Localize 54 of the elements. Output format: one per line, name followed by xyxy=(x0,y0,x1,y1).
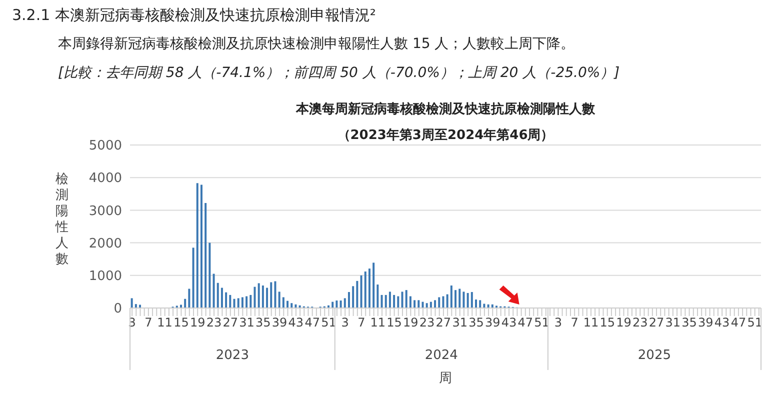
x-tick-label: 7 xyxy=(570,316,578,330)
x-tick-label: 51 xyxy=(534,316,550,330)
x-axis-title: 周 xyxy=(438,370,453,387)
x-tick-label: 39 xyxy=(698,316,714,330)
x-tick-label: 3 xyxy=(341,316,349,330)
x-tick-label: 43 xyxy=(501,316,517,330)
x-tick-label: 51 xyxy=(747,316,762,330)
x-tick-label: 39 xyxy=(484,316,500,330)
y-tick-label: 2000 xyxy=(88,236,122,252)
x-tick-label: 51 xyxy=(321,316,336,330)
x-tick-label: 35 xyxy=(256,316,271,330)
text: [比較：去年同期 58 人（-74.1%）；前四周 50 人（-70.0%）；上周 20 人（-25.0%）] xyxy=(58,64,620,82)
y-tick-label: 0 xyxy=(114,302,122,317)
x-tick-label: 35 xyxy=(682,316,697,330)
x-tick-label: 31 xyxy=(452,316,468,330)
x-tick-label: 19 xyxy=(616,316,632,330)
x-tick-label: 43 xyxy=(288,316,304,330)
x-tick-label: 47 xyxy=(304,316,320,330)
text: 2025 xyxy=(636,348,672,363)
x-tick-label: 27 xyxy=(222,316,238,330)
x-tick-label: 43 xyxy=(714,316,730,330)
x-tick-label: 31 xyxy=(665,316,681,330)
x-tick-label: 15 xyxy=(386,316,402,330)
text: 3.2.1 本澳新冠病毒核酸檢測及快速抗原檢測申報情況² xyxy=(12,6,376,25)
chart-title: 本澳每周新冠病毒核酸檢測及快速抗原檢測陽性人數 xyxy=(294,100,596,118)
text: 2024 xyxy=(424,348,459,363)
x-tick-label: 23 xyxy=(632,316,648,330)
x-tick-label: 35 xyxy=(468,316,484,330)
x-tick-label: 19 xyxy=(190,316,206,330)
x-tick-label: 7 xyxy=(144,316,152,330)
x-tick-label: 27 xyxy=(436,316,452,330)
x-tick-label: 23 xyxy=(419,316,435,330)
x-tick-label: 3 xyxy=(554,316,562,330)
x-tick-label: 39 xyxy=(272,316,288,330)
x-tick-label: 27 xyxy=(648,316,664,330)
y-tick-label: 1000 xyxy=(88,269,122,284)
x-tick-label: 11 xyxy=(583,316,599,330)
x-tick-label: 31 xyxy=(239,316,254,330)
x-tick-label: 11 xyxy=(157,316,172,330)
y-tick-label: 5000 xyxy=(88,138,122,154)
x-tick-label: 15 xyxy=(600,316,615,330)
y-tick-label: 3000 xyxy=(88,204,122,219)
x-tick-label: 47 xyxy=(730,316,746,330)
y-axis-title: 檢測陽性人數 xyxy=(54,172,70,268)
x-tick-label: 15 xyxy=(174,316,189,330)
text: 2023 xyxy=(214,348,250,363)
x-tick-label: 19 xyxy=(403,316,418,330)
chart-subtitle: （2023年第3周至2024年第46周） xyxy=(336,127,555,144)
x-tick-label: 7 xyxy=(358,316,366,330)
text: 本周錄得新冠病毒核酸檢測及抗原快速檢測申報陽性人數 15 人；人數較上周下降。 xyxy=(58,35,575,53)
x-tick-label: 47 xyxy=(518,316,534,330)
y-tick-label: 4000 xyxy=(88,171,122,186)
x-tick-label: 23 xyxy=(206,316,222,330)
x-tick-label: 11 xyxy=(370,316,386,330)
